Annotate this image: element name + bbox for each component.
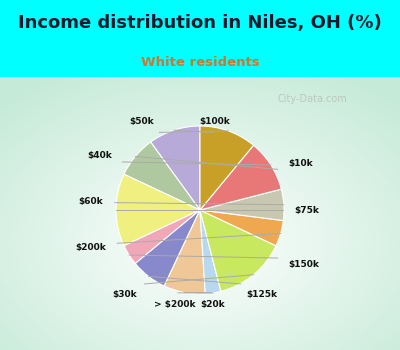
Text: $125k: $125k	[246, 289, 277, 299]
Text: White residents: White residents	[141, 56, 259, 69]
Text: $75k: $75k	[294, 205, 319, 215]
Text: $60k: $60k	[79, 197, 103, 206]
Wedge shape	[116, 174, 200, 246]
Wedge shape	[164, 210, 205, 294]
Text: > $200k: > $200k	[154, 300, 196, 309]
Text: $40k: $40k	[87, 151, 112, 160]
Wedge shape	[200, 210, 221, 294]
Text: $20k: $20k	[200, 300, 225, 309]
Wedge shape	[200, 210, 276, 291]
Wedge shape	[124, 142, 200, 210]
Wedge shape	[200, 126, 254, 210]
Text: $100k: $100k	[200, 117, 230, 126]
Text: $50k: $50k	[129, 117, 154, 126]
Text: $30k: $30k	[112, 289, 137, 299]
Text: City-Data.com: City-Data.com	[277, 94, 347, 104]
Wedge shape	[200, 210, 283, 246]
Wedge shape	[151, 126, 200, 210]
Wedge shape	[200, 145, 281, 210]
Wedge shape	[135, 210, 200, 286]
Wedge shape	[124, 210, 200, 264]
Wedge shape	[200, 189, 284, 220]
Text: $10k: $10k	[288, 159, 313, 168]
Text: $150k: $150k	[288, 260, 319, 269]
Text: $200k: $200k	[75, 243, 106, 252]
Text: Income distribution in Niles, OH (%): Income distribution in Niles, OH (%)	[18, 14, 382, 32]
